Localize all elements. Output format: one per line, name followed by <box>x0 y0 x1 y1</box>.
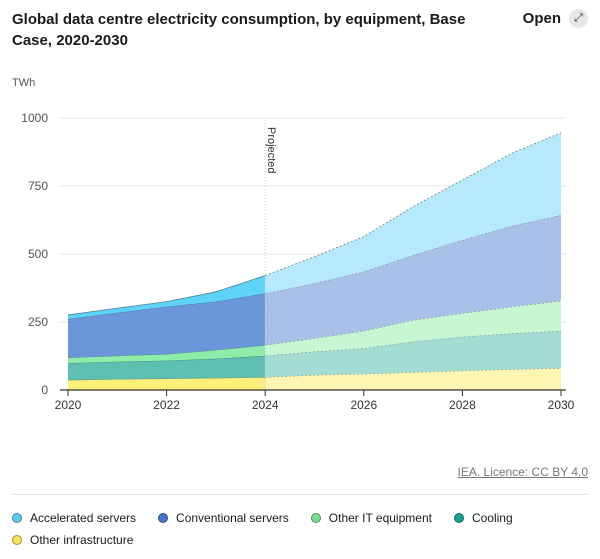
open-label: Open <box>522 10 561 27</box>
area-conventional-servers-projected <box>265 215 561 346</box>
y-tick-label: 500 <box>28 247 48 261</box>
legend-item-other-infrastructure[interactable]: Other infrastructure <box>12 532 572 548</box>
projected-annotation: Projected <box>265 127 277 173</box>
legend-label: Cooling <box>471 511 513 525</box>
legend: Accelerated servers Conventional servers… <box>12 510 572 548</box>
x-tick-label: 2028 <box>449 398 476 412</box>
licence-link[interactable]: IEA. Licence: CC BY 4.0 <box>457 465 588 479</box>
area-other-infrastructure-projected <box>265 368 561 390</box>
legend-dot <box>12 513 22 523</box>
open-button[interactable]: Open ⤢ <box>523 9 588 28</box>
area-other-infrastructure-historical <box>68 377 266 390</box>
y-tick-label: 750 <box>28 179 48 193</box>
area-accelerated-servers-projected <box>265 132 561 294</box>
area-cooling-projected <box>265 330 561 378</box>
legend-dot <box>158 513 169 523</box>
x-tick-label: 2020 <box>55 398 82 412</box>
y-axis-unit: TWh <box>12 77 36 89</box>
area-conventional-servers-historical <box>68 293 266 358</box>
line-accelerated-servers-historical <box>67 275 266 316</box>
area-other-it-equipment-projected <box>265 300 561 356</box>
divider <box>12 494 588 495</box>
legend-dot <box>12 535 22 545</box>
y-tick-label: 250 <box>28 315 48 329</box>
legend-item-conventional-servers[interactable]: Conventional servers <box>158 510 289 526</box>
line-accelerated-servers-projected <box>265 132 562 276</box>
y-tick-label: 0 <box>41 383 48 397</box>
x-tick-label: 2024 <box>252 398 279 412</box>
area-chart: 0 250 500 750 1000 Projected 2020 2022 2024 2026 2… <box>21 111 575 412</box>
legend-item-cooling[interactable]: Cooling <box>453 510 513 526</box>
legend-item-other-it-equipment[interactable]: Other IT equipment <box>310 510 432 526</box>
legend-label: Other IT equipment <box>328 511 432 525</box>
x-tick-label: 2030 <box>548 398 575 412</box>
legend-dot <box>310 513 321 523</box>
x-tick-label: 2026 <box>350 398 377 412</box>
legend-label: Accelerated servers <box>30 511 137 525</box>
legend-item-accelerated-servers[interactable]: Accelerated servers <box>12 510 136 526</box>
legend-label: Conventional servers <box>176 511 289 525</box>
expand-arrows-icon: ⤢ <box>569 9 588 28</box>
legend-dot <box>453 513 464 523</box>
legend-label: Other infrastructure <box>30 533 134 547</box>
x-tick-label: 2022 <box>153 398 180 412</box>
chart-title: Global data centre electricity consumpti… <box>12 11 466 49</box>
y-tick-label: 1000 <box>21 111 48 125</box>
